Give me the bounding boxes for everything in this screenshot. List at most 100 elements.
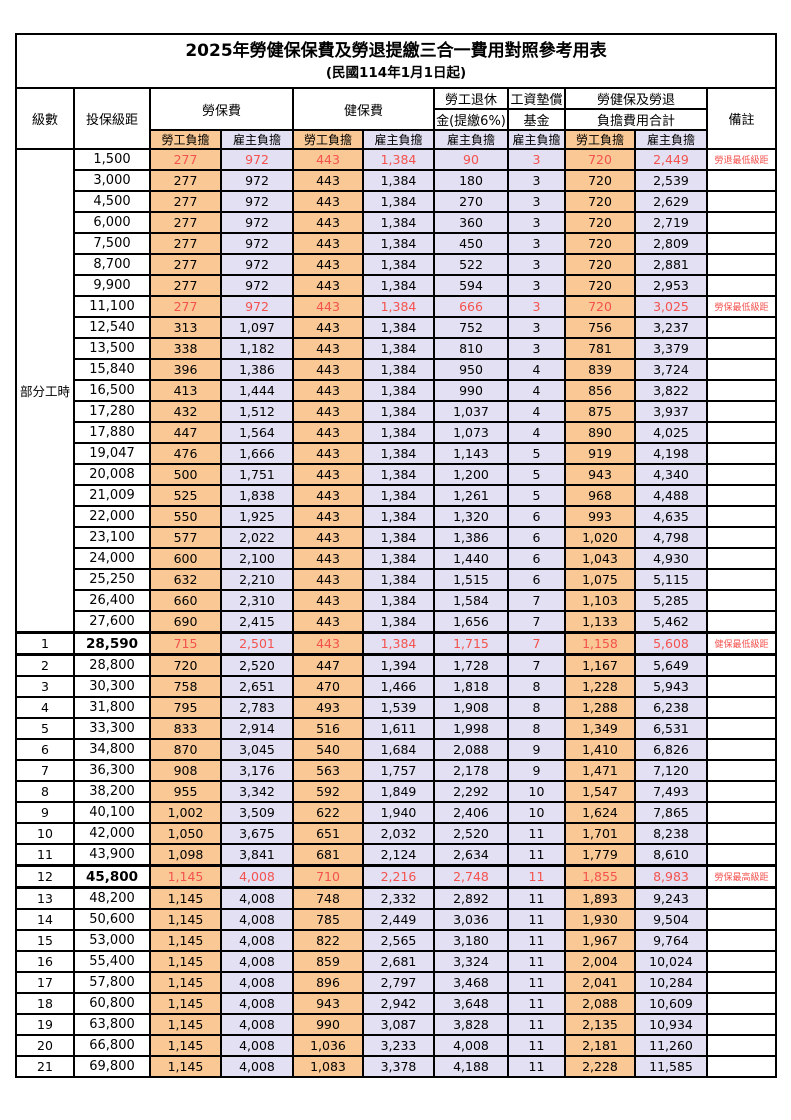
wagefund-employer-cell: 5 [507, 484, 566, 507]
health-employee-cell: 516 [292, 717, 364, 740]
labor-employee-cell: 277 [149, 253, 222, 276]
level-cell: 10 [15, 822, 75, 845]
labor-employee-cell: 715 [149, 631, 222, 656]
total-employer-cell: 4,025 [634, 421, 708, 444]
note-cell: 健保最低級距 [706, 631, 777, 656]
level-cell: 9 [15, 801, 75, 824]
pension-employer-cell: 360 [433, 211, 509, 234]
pension-employer-cell: 2,292 [433, 780, 509, 803]
level-cell: 11 [15, 843, 75, 867]
pension-employer-cell: 1,143 [433, 442, 509, 465]
labor-employee-cell: 833 [149, 717, 222, 740]
bracket-cell: 31,800 [73, 696, 151, 719]
health-employee-cell: 859 [292, 950, 364, 973]
table-row: 21,009 525 1,838 443 1,384 1,261 5 968 4,488 [16, 484, 777, 507]
health-employer-cell: 1,384 [362, 442, 435, 465]
labor-employer-cell: 3,342 [220, 780, 294, 803]
pension-employer-cell: 4,188 [433, 1055, 509, 1078]
wagefund-employer-cell: 3 [507, 211, 566, 234]
labor-employee-cell: 1,145 [149, 864, 222, 889]
health-employer-cell: 1,394 [362, 653, 435, 677]
wagefund-employer-cell: 11 [507, 992, 566, 1015]
table-row: 3 30,300 758 2,651 470 1,466 1,818 8 1,228 5,943 [15, 675, 777, 698]
pension-employer-cell: 1,440 [433, 547, 509, 570]
health-employee-cell: 443 [292, 379, 364, 402]
labor-employee-cell: 1,145 [149, 908, 222, 931]
labor-employee-cell: 1,145 [149, 886, 222, 910]
level-cell: 14 [15, 908, 75, 931]
table-row: 11 43,900 1,098 3,841 681 2,124 2,634 11 1,779 8,… [15, 843, 777, 867]
wagefund-employer-cell: 4 [507, 379, 566, 402]
total-employee-cell: 1,020 [564, 526, 636, 549]
table-row: 14 50,600 1,145 4,008 785 2,449 3,036 11 1,930 9,… [15, 908, 777, 931]
total-employer-cell: 10,609 [634, 992, 708, 1015]
labor-employer-cell: 972 [220, 190, 294, 213]
health-employee-cell: 443 [292, 610, 364, 634]
labor-employer-cell: 2,022 [220, 526, 294, 549]
total-employee-cell: 720 [564, 274, 636, 297]
labor-employer-cell: 1,097 [220, 316, 294, 339]
bracket-cell: 63,800 [73, 1013, 151, 1036]
health-employee-cell: 443 [292, 148, 364, 171]
labor-employer-cell: 4,008 [220, 886, 294, 910]
bracket-cell: 19,047 [73, 442, 151, 465]
labor-employer-cell: 3,675 [220, 822, 294, 845]
total-employee-cell: 720 [564, 253, 636, 276]
wagefund-employer-cell: 11 [507, 1055, 566, 1078]
total-employer-cell: 2,719 [634, 211, 708, 234]
total-employee-cell: 720 [564, 190, 636, 213]
total-employee-cell: 1,288 [564, 696, 636, 719]
bracket-cell: 23,100 [73, 526, 151, 549]
note-cell [706, 526, 777, 549]
level-cell: 5 [15, 717, 75, 740]
labor-employer-cell: 2,210 [220, 568, 294, 591]
total-employee-cell: 1,158 [564, 631, 636, 656]
bracket-cell: 36,300 [73, 759, 151, 782]
labor-employer-cell: 4,008 [220, 992, 294, 1015]
health-employee-cell: 592 [292, 780, 364, 803]
health-employee-cell: 681 [292, 843, 364, 867]
table-row: 20 66,800 1,145 4,008 1,036 3,233 4,008 11 2,181… [15, 1034, 777, 1057]
pension-employer-cell: 270 [433, 190, 509, 213]
wagefund-employer-cell: 8 [507, 717, 566, 740]
labor-employer-cell: 4,008 [220, 864, 294, 889]
labor-employer-cell: 2,651 [220, 675, 294, 698]
total-employee-cell: 1,624 [564, 801, 636, 824]
health-employer-cell: 2,565 [362, 929, 435, 952]
total-employee-cell: 2,088 [564, 992, 636, 1015]
total-employer-cell: 8,238 [634, 822, 708, 845]
bracket-cell: 25,250 [73, 568, 151, 591]
note-cell [706, 316, 777, 339]
total-employer-cell: 2,881 [634, 253, 708, 276]
total-employee-cell: 968 [564, 484, 636, 507]
note-cell [706, 1034, 777, 1057]
subheader-total-employer: 雇主負擔 [634, 129, 708, 150]
wagefund-employer-cell: 10 [507, 801, 566, 824]
pension-employer-cell: 752 [433, 316, 509, 339]
total-employer-cell: 2,539 [634, 169, 708, 192]
pension-employer-cell: 3,180 [433, 929, 509, 952]
total-employer-cell: 2,809 [634, 232, 708, 255]
level-cell: 3 [15, 675, 75, 698]
labor-employee-cell: 1,145 [149, 971, 222, 994]
total-employee-cell: 839 [564, 358, 636, 381]
health-employer-cell: 1,384 [362, 274, 435, 297]
bracket-cell: 21,009 [73, 484, 151, 507]
wagefund-employer-cell: 3 [507, 316, 566, 339]
labor-employee-cell: 396 [149, 358, 222, 381]
pension-employer-cell: 180 [433, 169, 509, 192]
labor-employer-cell: 2,520 [220, 653, 294, 677]
note-cell [706, 759, 777, 782]
total-employee-cell: 943 [564, 463, 636, 486]
table-row: 1 28,590 715 2,501 443 1,384 1,715 7 1,158 5,608 健… [15, 631, 777, 656]
total-employer-cell: 3,379 [634, 337, 708, 360]
table-row: 6 34,800 870 3,045 540 1,684 2,088 9 1,410 6,826 [15, 738, 777, 761]
total-employer-cell: 8,610 [634, 843, 708, 867]
total-employer-cell: 4,635 [634, 505, 708, 528]
pension-employer-cell: 2,748 [433, 864, 509, 889]
total-employer-cell: 5,608 [634, 631, 708, 656]
note-cell [706, 929, 777, 952]
labor-employee-cell: 600 [149, 547, 222, 570]
health-employer-cell: 1,757 [362, 759, 435, 782]
health-employee-cell: 443 [292, 316, 364, 339]
